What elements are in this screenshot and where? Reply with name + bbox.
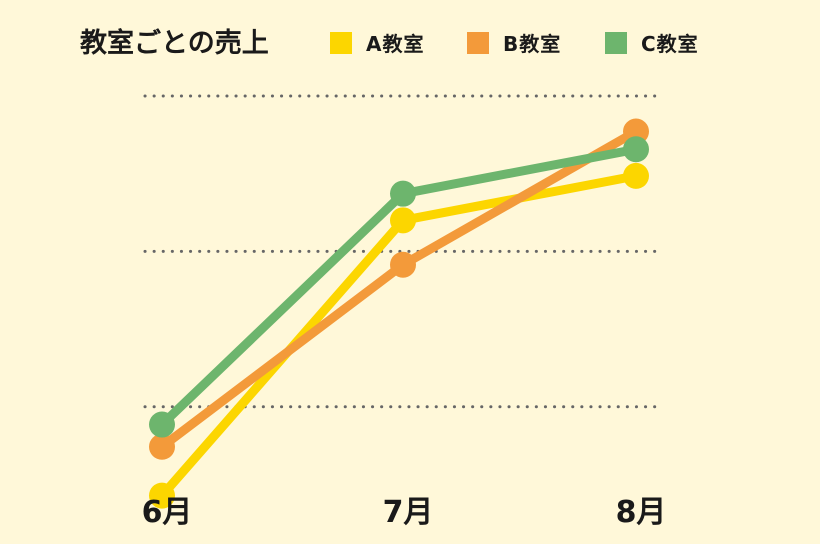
legend-label-1: B教室	[503, 32, 561, 56]
point-2-2	[623, 136, 649, 163]
x-tick-label-2: 8月	[616, 495, 667, 530]
legend-label-2: C教室	[641, 32, 699, 56]
point-1-2	[623, 118, 649, 145]
chart-title: 教室ごとの売上	[80, 27, 269, 59]
data-points	[149, 118, 649, 509]
x-axis-ticks: 6月 7月 8月	[142, 495, 667, 530]
legend: A教室 B教室 C教室	[330, 32, 699, 56]
point-1-1	[390, 251, 416, 278]
legend-swatch-1	[467, 32, 489, 54]
point-0-1	[390, 207, 416, 234]
gridlines	[143, 94, 662, 409]
x-tick-label-0: 6月	[142, 495, 193, 530]
point-2-1	[390, 180, 416, 207]
point-1-0	[149, 433, 175, 460]
legend-swatch-0	[330, 32, 352, 54]
point-2-0	[149, 411, 175, 438]
point-0-2	[623, 162, 649, 189]
point-0-0	[149, 482, 175, 509]
series-line-1	[157, 127, 641, 452]
x-tick-label-1: 7月	[383, 495, 434, 530]
legend-label-0: A教室	[366, 32, 424, 56]
legend-swatch-2	[605, 32, 627, 54]
